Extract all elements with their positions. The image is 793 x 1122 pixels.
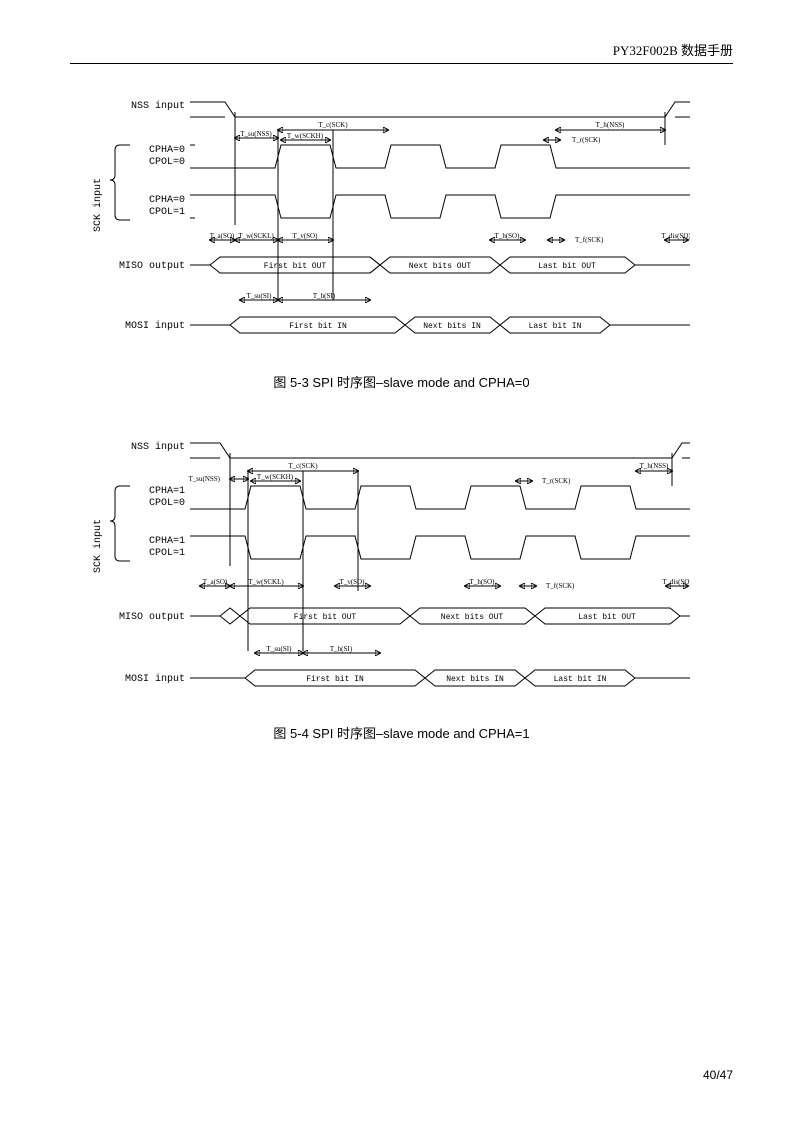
mosi-label: MOSI input — [125, 320, 185, 332]
cpol0-label: CPOL=0 — [149, 157, 185, 168]
figure-5-4-caption: 图 5-4 SPI 时序图–slave mode and CPHA=1 — [70, 723, 733, 742]
figure-5-3: NSS input CPHA=0 CPOL=0 CPHA=0 CPOL=1 MI… — [70, 90, 733, 360]
t-susi: T_su(SI) — [267, 645, 293, 653]
cpol0-label: CPOL=0 — [149, 498, 185, 509]
t-hnss: T_h(NSS) — [596, 121, 625, 129]
t-aso: T_a(SO) — [210, 232, 235, 240]
mosi-bit3: Last bit IN — [529, 322, 582, 331]
t-fsck: T_f(SCK) — [546, 582, 575, 590]
mosi-bit3: Last bit IN — [554, 675, 607, 684]
sck-group-label: SCK input — [92, 178, 104, 232]
cpol1-label: CPOL=1 — [149, 548, 185, 559]
t-vso: T_v(SO) — [293, 232, 319, 240]
miso-bit1: First bit OUT — [264, 262, 327, 271]
mosi-bit1: First bit IN — [289, 322, 347, 331]
t-hnss: T_h(NSS) — [640, 462, 669, 470]
cpol1-label: CPOL=1 — [149, 207, 185, 218]
t-disso: T_dis(SO) — [662, 578, 690, 586]
t-wsckh: T_w(SCKH) — [287, 132, 324, 140]
t-wsckh: T_w(SCKH) — [257, 473, 294, 481]
mosi-bit2: Next bits IN — [423, 322, 481, 331]
t-hso: T_h(SO) — [495, 232, 521, 240]
t-aso: T_a(SO) — [203, 578, 228, 586]
mosi-label: MOSI input — [125, 673, 185, 685]
cpha1b-label: CPHA=1 — [149, 536, 185, 547]
t-disso: T_dis(SO) — [661, 232, 690, 240]
cpha1-label: CPHA=1 — [149, 486, 185, 497]
miso-label: MISO output — [119, 612, 185, 623]
miso-bit1: First bit OUT — [294, 613, 357, 622]
timing-diagram-1: NSS input CPHA=0 CPOL=0 CPHA=0 CPOL=1 MI… — [70, 90, 690, 360]
mosi-bit2: Next bits IN — [446, 675, 504, 684]
t-hso: T_h(SO) — [470, 578, 496, 586]
t-wsckl: T_w(SCKL) — [238, 232, 274, 240]
t-wsckl: T_w(SCKL) — [248, 578, 284, 586]
t-csck: T_c(SCK) — [288, 462, 318, 470]
miso-label: MISO output — [119, 261, 185, 272]
t-sunss: T_su(NSS) — [188, 475, 220, 483]
t-rsck: T_r(SCK) — [542, 477, 571, 485]
cpha0b-label: CPHA=0 — [149, 195, 185, 206]
miso-bit2: Next bits OUT — [409, 262, 472, 271]
t-rsck: T_r(SCK) — [572, 136, 601, 144]
t-susi: T_su(SI) — [247, 292, 273, 300]
miso-bit3: Last bit OUT — [578, 613, 636, 622]
doc-header: PY32F002B 数据手册 — [70, 40, 733, 64]
t-csck: T_c(SCK) — [318, 121, 348, 129]
sck-group-label: SCK input — [92, 519, 104, 573]
nss-label: NSS input — [131, 100, 185, 112]
t-sunss: T_su(NSS) — [240, 130, 272, 138]
miso-bit2: Next bits OUT — [441, 613, 504, 622]
t-vso: T_v(SO) — [340, 578, 366, 586]
t-hsi: T_h(SI) — [313, 292, 336, 300]
t-hsi: T_h(SI) — [330, 645, 353, 653]
timing-diagram-2: NSS input CPHA=1 CPOL=0 CPHA=1 CPOL=1 MI… — [70, 431, 690, 711]
cpha0-label: CPHA=0 — [149, 145, 185, 156]
nss-label: NSS input — [131, 441, 185, 453]
page-number: 40/47 — [703, 1068, 733, 1082]
miso-bit3: Last bit OUT — [538, 262, 596, 271]
figure-5-4: NSS input CPHA=1 CPOL=0 CPHA=1 CPOL=1 MI… — [70, 431, 733, 711]
t-fsck: T_f(SCK) — [575, 236, 604, 244]
figure-5-3-caption: 图 5-3 SPI 时序图–slave mode and CPHA=0 — [70, 372, 733, 391]
mosi-bit1: First bit IN — [306, 675, 364, 684]
